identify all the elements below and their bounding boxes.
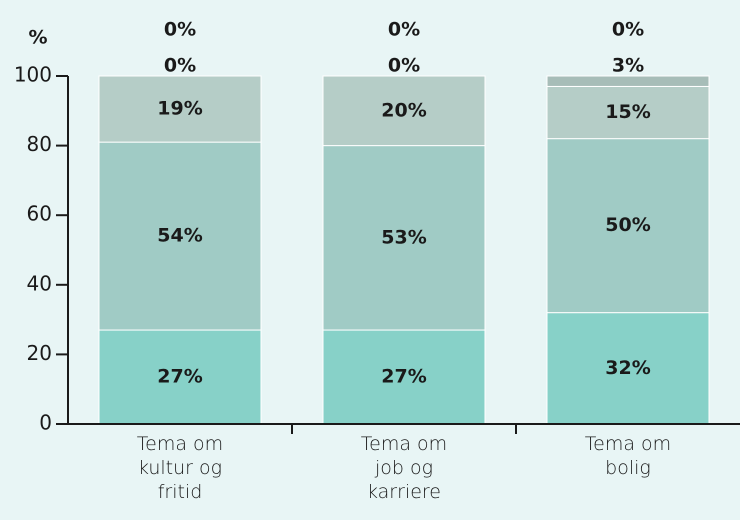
y-tick-label: 40 [27, 271, 52, 295]
x-tick-label: Tema om kultur og fritid [136, 433, 224, 503]
y-tick-label: 100 [14, 63, 52, 87]
data-label: 0% [388, 55, 420, 77]
data-label: 27% [381, 366, 426, 388]
y-tick-label: 0 [39, 411, 52, 435]
data-label: 19% [157, 98, 202, 120]
y-tick-label: 20 [27, 341, 52, 365]
bar-segment [546, 75, 710, 87]
data-label: 0% [388, 19, 420, 41]
x-tick-label: Tema om bolig [584, 433, 672, 479]
bar-segment [546, 85, 710, 140]
bar-segment [98, 329, 262, 425]
data-label: 27% [157, 366, 202, 388]
bar-segment [98, 75, 262, 143]
data-label: 3% [612, 55, 644, 77]
bar-segment [98, 141, 262, 331]
bar-segment [546, 312, 710, 425]
y-tick-label: 80 [27, 132, 52, 156]
x-tick-label: Tema om job og karriere [360, 433, 448, 503]
data-label: 15% [605, 101, 650, 123]
data-label: 0% [164, 19, 196, 41]
data-label: 32% [605, 357, 650, 379]
data-label: 0% [164, 55, 196, 77]
bar-segment [546, 138, 710, 314]
data-label: 53% [381, 226, 426, 248]
bar-segment [322, 145, 486, 331]
y-tick-label: 60 [27, 202, 52, 226]
y-axis-label: % [28, 27, 47, 49]
bar-segment [322, 75, 486, 147]
data-label: 0% [612, 19, 644, 41]
data-label: 50% [605, 214, 650, 236]
data-label: 20% [381, 99, 426, 121]
data-label: 54% [157, 225, 202, 247]
